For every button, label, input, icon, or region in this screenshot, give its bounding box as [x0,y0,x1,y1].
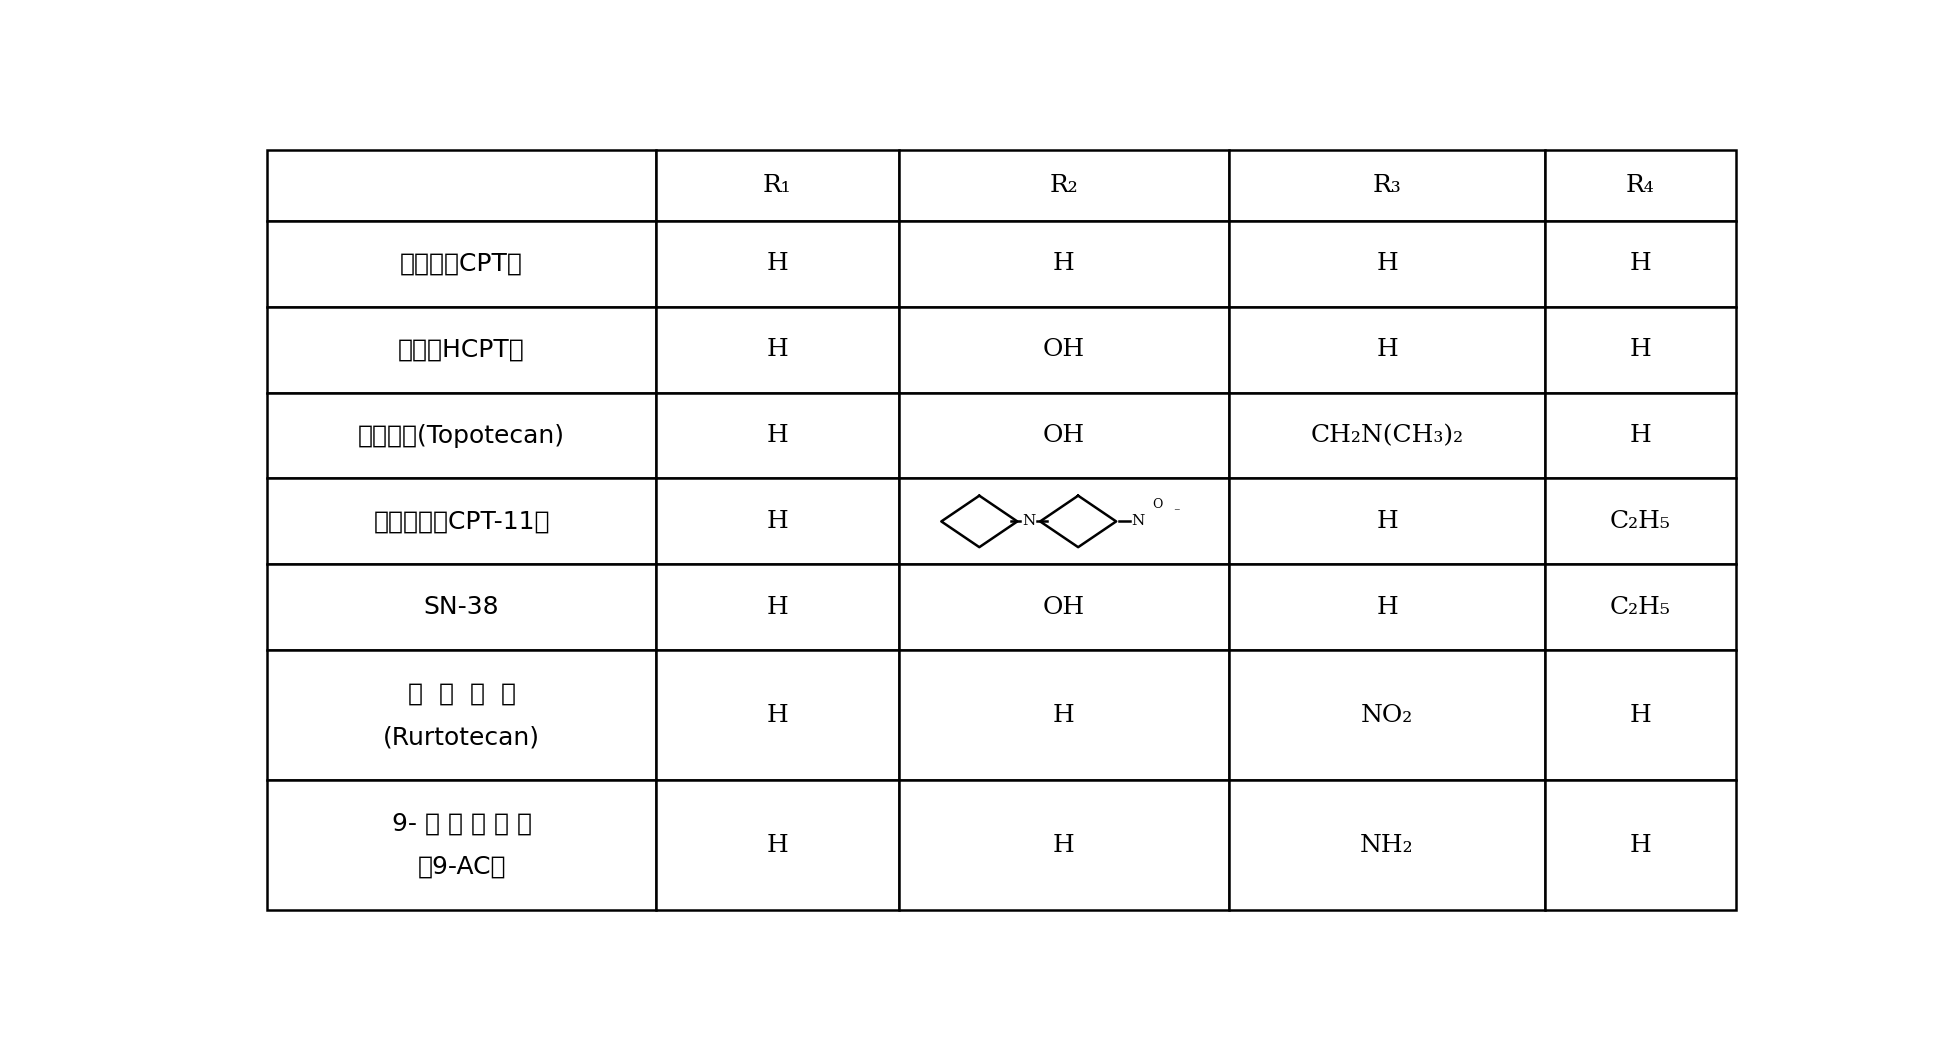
Bar [899,780,1229,910]
Text: C₂H₅: C₂H₅ [1610,595,1671,618]
Text: H: H [1630,338,1651,361]
Text: O: O [1151,498,1163,511]
Bar [899,650,1229,780]
Text: H: H [1376,595,1397,618]
Bar [268,307,657,393]
Bar [268,220,657,307]
Text: H: H [766,424,787,447]
Text: H: H [1053,704,1075,727]
Text: H: H [1376,252,1397,275]
Bar [268,564,657,650]
Text: H: H [766,704,787,727]
Text: N: N [1022,514,1036,528]
Bar [268,650,657,780]
Bar [657,780,899,910]
Text: R₂: R₂ [1049,174,1079,197]
Bar [1229,220,1546,307]
Text: ⁻: ⁻ [1174,506,1180,519]
Bar [899,564,1229,650]
Bar [1229,479,1546,564]
Text: CH₂N(CH₃)₂: CH₂N(CH₃)₂ [1311,424,1464,447]
Text: H: H [1376,338,1397,361]
Text: OH: OH [1043,424,1084,447]
Bar [899,479,1229,564]
Bar [657,650,899,780]
Bar [1546,393,1735,479]
Text: H: H [1376,510,1397,533]
Text: H: H [1053,252,1075,275]
Text: H: H [1053,834,1075,857]
Text: C₂H₅: C₂H₅ [1610,510,1671,533]
Bar [1546,650,1735,780]
Bar [1229,307,1546,393]
Text: OH: OH [1043,595,1084,618]
Text: H: H [1630,834,1651,857]
Bar [1546,220,1735,307]
Bar [1229,150,1546,220]
Bar [657,479,899,564]
Bar [268,780,657,910]
Bar [899,150,1229,220]
Bar [657,150,899,220]
Bar [657,307,899,393]
Bar [1546,479,1735,564]
Text: H: H [1630,424,1651,447]
Bar [268,150,657,220]
Bar [899,220,1229,307]
Text: H: H [766,595,787,618]
Text: 鲁  比  替  康: 鲁 比 替 康 [408,681,516,706]
Bar [268,479,657,564]
Text: 拓普替康(Topotecan): 拓普替康(Topotecan) [358,423,565,447]
Text: NH₂: NH₂ [1360,834,1415,857]
Text: （9-AC）: （9-AC） [418,855,506,879]
Bar [657,564,899,650]
Text: 伊立替康（CPT-11）: 伊立替康（CPT-11） [373,509,549,533]
Bar [1229,650,1546,780]
Bar [657,220,899,307]
Bar [1229,393,1546,479]
Text: H: H [766,834,787,857]
Text: 9- 氨 基 喜 树 碱: 9- 氨 基 喜 树 碱 [391,812,531,836]
Text: 喜树碱（CPT）: 喜树碱（CPT） [401,252,524,276]
Text: H: H [766,252,787,275]
Bar [1546,564,1735,650]
Text: R₄: R₄ [1626,174,1655,197]
Bar [268,393,657,479]
Text: H: H [766,510,787,533]
Bar [1229,564,1546,650]
Text: H: H [766,338,787,361]
Bar [1229,780,1546,910]
Text: R₃: R₃ [1372,174,1401,197]
Text: (Rurtotecan): (Rurtotecan) [383,726,539,749]
Text: 羟基（HCPT）: 羟基（HCPT） [399,338,526,361]
Bar [1546,150,1735,220]
Text: N: N [1131,514,1145,528]
Text: NO₂: NO₂ [1360,704,1413,727]
Bar [899,307,1229,393]
Text: R₁: R₁ [764,174,791,197]
Bar [1546,780,1735,910]
Text: H: H [1630,704,1651,727]
Text: SN-38: SN-38 [424,595,500,619]
Bar [1546,307,1735,393]
Bar [657,393,899,479]
Text: H: H [1630,252,1651,275]
Bar [899,393,1229,479]
Text: OH: OH [1043,338,1084,361]
